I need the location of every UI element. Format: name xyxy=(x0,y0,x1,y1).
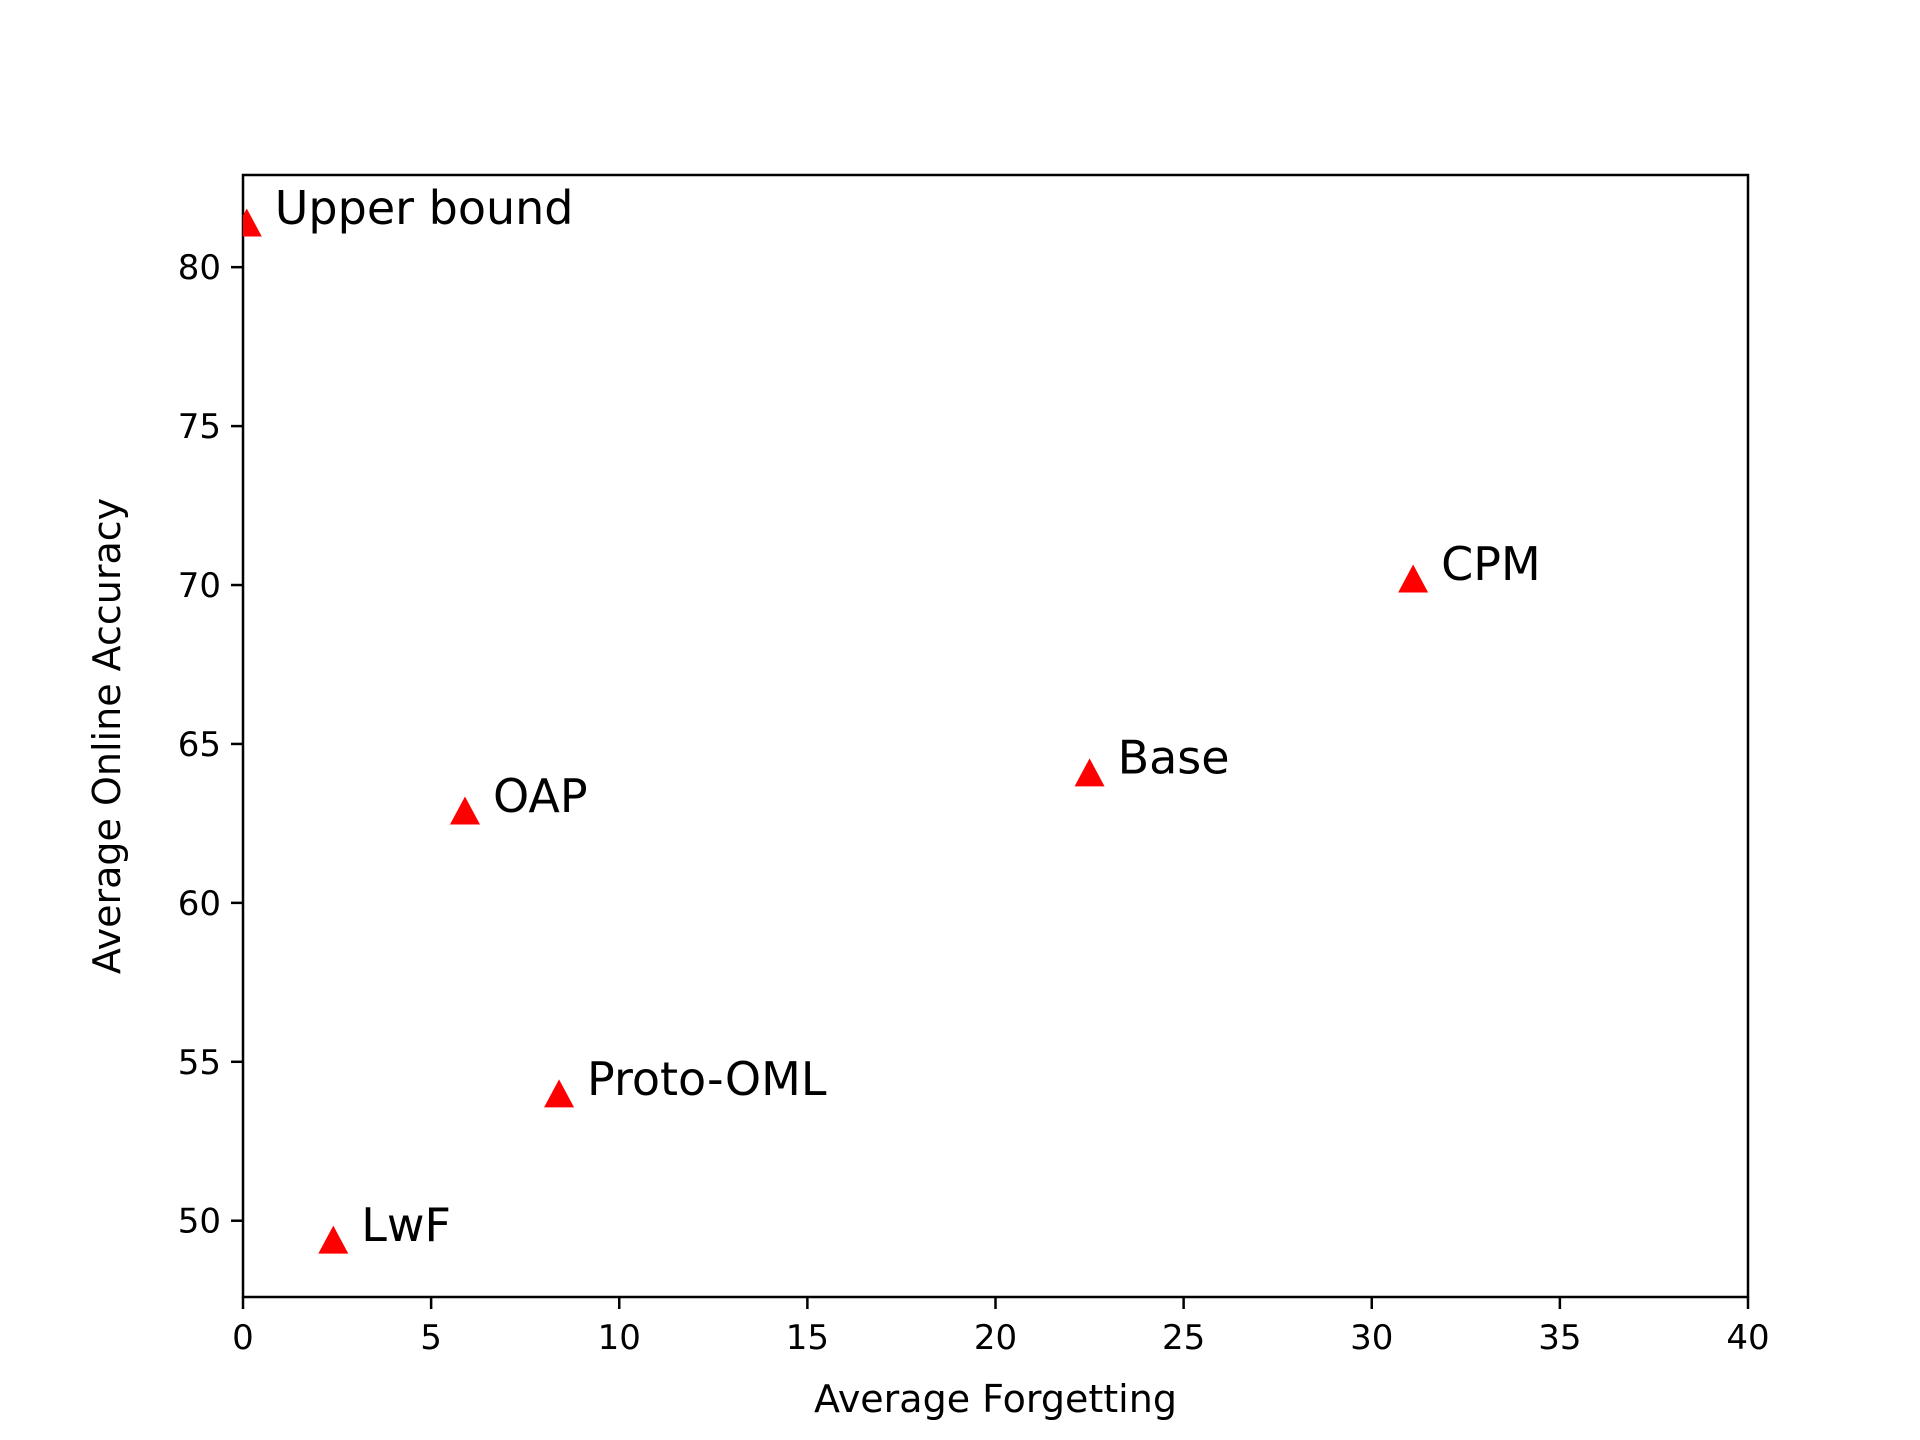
y-tick-label: 80 xyxy=(178,248,221,288)
x-tick-label: 35 xyxy=(1538,1318,1581,1358)
x-tick-label: 5 xyxy=(420,1318,442,1358)
data-point-marker xyxy=(318,1225,349,1254)
data-point-label: Upper bound xyxy=(275,181,574,235)
data-point-marker xyxy=(544,1079,575,1108)
x-tick-label: 0 xyxy=(232,1318,254,1358)
x-tick-label: 25 xyxy=(1162,1318,1205,1358)
y-tick-label: 60 xyxy=(178,884,221,924)
data-point-label: OAP xyxy=(493,769,588,823)
x-tick-label: 20 xyxy=(974,1318,1017,1358)
data-point-label: LwF xyxy=(361,1198,451,1252)
data-point-label: Proto-OML xyxy=(587,1052,827,1106)
y-tick-label: 50 xyxy=(178,1202,221,1242)
y-axis-title: Average Online Accuracy xyxy=(85,498,129,974)
x-tick-label: 40 xyxy=(1726,1318,1769,1358)
y-tick-label: 55 xyxy=(178,1043,221,1083)
data-point-marker xyxy=(243,208,262,237)
y-tick-label: 70 xyxy=(178,566,221,606)
data-point-marker xyxy=(1074,758,1105,787)
plot-area: 0 5 10 15 20 25 30 35 40 50 55 60 65 70 75 80 Upper boun… xyxy=(178,173,1770,1358)
x-tick-label: 10 xyxy=(598,1318,641,1358)
y-tick-label: 65 xyxy=(178,725,221,765)
x-axis-title: Average Forgetting xyxy=(814,1377,1177,1421)
data-point-label: Base xyxy=(1118,731,1230,785)
data-point-label: CPM xyxy=(1441,537,1541,591)
x-tick-label: 30 xyxy=(1350,1318,1393,1358)
data-point-marker xyxy=(1398,564,1429,593)
y-tick-label: 75 xyxy=(178,407,221,447)
x-tick-label: 15 xyxy=(786,1318,829,1358)
data-point-marker xyxy=(449,796,480,825)
